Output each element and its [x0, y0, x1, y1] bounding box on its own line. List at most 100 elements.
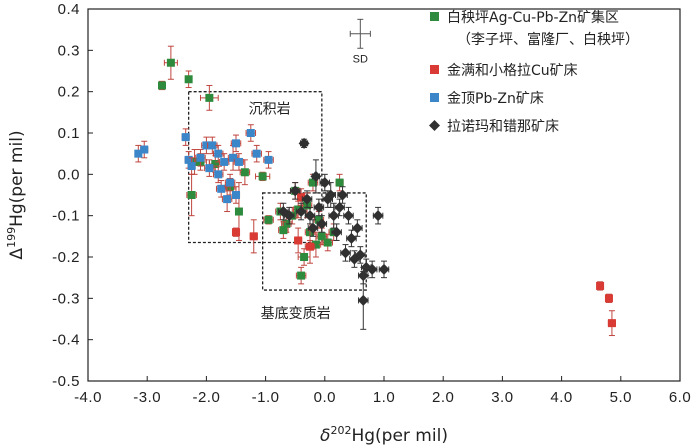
marker-square: [229, 153, 238, 162]
marker-square: [166, 58, 175, 67]
data-point: [218, 153, 230, 171]
marker-square: [226, 178, 235, 187]
y-tick-label: 0.3: [58, 42, 80, 59]
marker-diamond: [304, 210, 316, 222]
marker-square: [187, 162, 196, 171]
marker-square: [308, 178, 317, 187]
data-point: [328, 202, 340, 229]
x-axis-main: Hg: [351, 426, 375, 446]
marker-square: [604, 294, 613, 303]
marker-square: [187, 191, 196, 199]
marker-square: [252, 149, 261, 158]
x-tick-label: -4.0: [74, 389, 102, 406]
x-axis-title: δ202Hg(per mil): [320, 424, 448, 446]
data-point: [366, 260, 378, 279]
data-point: [348, 250, 360, 268]
marker-square: [196, 153, 205, 162]
marker-square: [297, 271, 306, 280]
data-point: [278, 221, 289, 239]
x-tick-label: 4.0: [550, 389, 572, 406]
x-axis-unit: (per mil): [375, 426, 448, 446]
x-tick-label: 6.0: [669, 389, 691, 406]
y-axis-sup: 199: [5, 227, 18, 248]
data-point: [134, 144, 143, 163]
data-point: [251, 144, 262, 163]
data-point: [334, 198, 346, 217]
marker-square: [208, 141, 217, 150]
marker-square: [205, 164, 214, 173]
data-point: [213, 165, 224, 184]
y-tick-label: 0.0: [58, 166, 80, 183]
legend-label-jinman: 金满和小格拉Cu矿床: [447, 63, 578, 79]
marker-diamond: [289, 185, 301, 197]
y-axis-title: Δ199Hg(per mil): [5, 130, 27, 259]
x-axis-ticks: -4.0 -3.0 -2.0 -1.0 0.0 1.0 2.0 3.0 4.0 5.0 6.0: [74, 376, 691, 406]
data-point: [310, 159, 322, 194]
marker-square: [140, 145, 149, 154]
x-tick-label: -1.0: [252, 389, 280, 406]
data-point: [277, 202, 289, 221]
data-point: [199, 84, 219, 111]
marker-diamond: [295, 206, 307, 218]
marker-square: [246, 129, 255, 137]
data-point: [187, 157, 196, 175]
marker-square: [240, 168, 249, 177]
marker-square: [181, 133, 190, 142]
data-point: [345, 229, 357, 248]
legend-label-lanuoma: 拉诺玛和错那矿床: [447, 119, 559, 135]
marker-diamond: [328, 210, 340, 222]
marker-diamond: [334, 201, 346, 213]
data-point: [224, 173, 236, 192]
region-label-basement: 基底变质岩: [261, 305, 331, 322]
marker-diamond: [298, 137, 310, 149]
y-tick-label: -0.5: [52, 373, 80, 390]
marker-square: [211, 160, 220, 168]
data-point: [230, 134, 242, 153]
data-point: [263, 151, 274, 169]
data-point: [233, 153, 245, 171]
marker-diamond: [366, 263, 378, 275]
marker-square: [220, 157, 229, 166]
marker-square: [202, 141, 211, 150]
marker-diamond: [357, 294, 369, 306]
marker-square: [264, 155, 273, 164]
marker-diamond: [310, 170, 322, 182]
marker-square: [323, 238, 332, 247]
data-point: [337, 186, 349, 204]
marker-diamond: [277, 206, 289, 218]
data-point: [340, 244, 352, 262]
data-point: [184, 70, 193, 89]
data-point: [249, 219, 258, 254]
marker-square: [232, 191, 240, 199]
marker-diamond: [313, 201, 325, 213]
marker-square: [184, 75, 193, 84]
data-point: [357, 270, 369, 330]
y-tick-label: -0.1: [52, 208, 80, 225]
marker-square: [258, 172, 267, 181]
sd-label: SD: [353, 53, 368, 65]
data-point: [195, 149, 206, 167]
data-point: [294, 227, 303, 254]
marker-diamond: [340, 247, 352, 259]
marker-square: [249, 232, 258, 241]
marker-square: [134, 149, 143, 158]
x-tick-label: -2.0: [192, 389, 220, 406]
marker-square: [214, 149, 223, 158]
marker-square: [217, 184, 226, 193]
marker-square: [184, 155, 193, 164]
data-point: [221, 186, 233, 213]
data-point: [304, 206, 316, 225]
data-point: [245, 124, 257, 142]
x-tick-label: 2.0: [432, 389, 454, 406]
data-point: [342, 206, 354, 225]
data-point: [255, 171, 271, 182]
marker-square: [306, 242, 314, 251]
data-point: [140, 140, 149, 159]
marker-square: [297, 193, 306, 202]
marker-square: [314, 215, 323, 224]
y-axis-symbol: Δ: [7, 248, 27, 260]
y-tick-label: 0.1: [58, 125, 80, 142]
data-point: [304, 229, 316, 264]
data-point: [322, 190, 334, 208]
